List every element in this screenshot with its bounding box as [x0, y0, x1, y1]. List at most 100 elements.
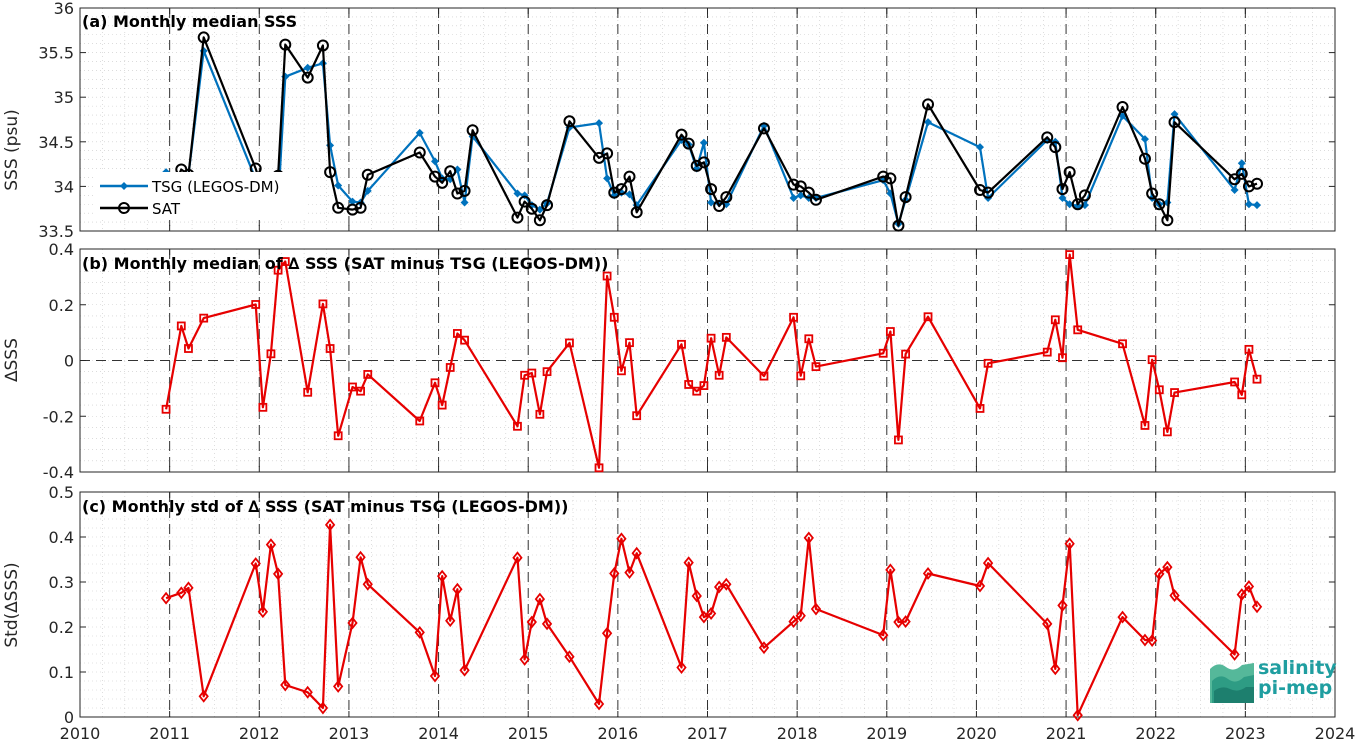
data-point-square — [437, 400, 447, 410]
panel-b: -0.4 -0.2 0 0.2 0.4 (b) Monthly median of ∆ … — [2, 240, 1336, 482]
data-point-diamond — [803, 531, 814, 545]
data-point-circle — [197, 31, 210, 44]
data-point-diamond — [683, 556, 694, 570]
data-point-circle — [1251, 177, 1264, 190]
y-tick-label: 0.4 — [49, 240, 74, 259]
data-point-square — [176, 321, 186, 331]
data-point-square — [527, 368, 537, 378]
y-tick-label: -0.4 — [43, 463, 74, 482]
y-tick-label: 0.2 — [49, 296, 74, 315]
data-point-diamond — [593, 697, 605, 711]
data-point-diamond — [1058, 193, 1067, 202]
data-point-circle — [608, 186, 621, 199]
x-tick-label: 2019 — [866, 724, 907, 743]
data-point-circle — [1138, 152, 1151, 165]
data-point-circle — [1146, 187, 1159, 200]
data-point-square — [692, 386, 702, 396]
data-point-square — [565, 338, 574, 348]
data-point-square — [266, 349, 276, 359]
data-point-square — [625, 338, 634, 348]
data-point-circle — [444, 165, 457, 178]
data-point-diamond — [796, 191, 805, 200]
data-point-circle — [794, 180, 807, 193]
legend-sat-marker — [118, 202, 130, 214]
data-point-circle — [682, 137, 695, 150]
data-point-diamond — [1236, 588, 1247, 602]
x-tick-label: 2017 — [687, 724, 728, 743]
data-point-square — [1230, 377, 1239, 387]
data-point-circle — [892, 219, 905, 232]
data-point-diamond — [429, 669, 441, 683]
data-point-circle — [809, 193, 822, 206]
data-point-diamond — [1057, 598, 1068, 612]
series-line — [165, 253, 1259, 469]
data-point-diamond — [519, 652, 530, 666]
data-point-circle — [690, 159, 703, 172]
data-point-diamond — [280, 678, 291, 692]
data-point-square — [535, 409, 545, 419]
legend-tsg-label: TSG (LEGOS-DM) — [151, 178, 279, 196]
data-point-square — [894, 435, 903, 445]
data-point-square — [333, 431, 343, 441]
panel-a-title: (a) Monthly median SSS — [82, 12, 297, 31]
y-tick-label: 0.1 — [49, 663, 74, 682]
data-point-square — [460, 335, 469, 345]
data-point-diamond — [355, 550, 366, 564]
data-point-diamond — [982, 556, 994, 570]
data-point-diamond — [974, 579, 986, 593]
legend-tsg-marker — [120, 182, 128, 190]
data-point-diamond — [1139, 633, 1151, 647]
data-point-square — [714, 370, 724, 380]
data-point-diamond — [603, 174, 612, 183]
data-point-diamond — [445, 614, 456, 628]
data-point-square — [602, 271, 612, 281]
data-point-square — [1244, 344, 1254, 354]
data-point-diamond — [795, 609, 806, 623]
data-point-diamond — [250, 557, 261, 570]
data-point-diamond — [595, 119, 604, 128]
data-point-square — [1252, 374, 1262, 384]
data-point-square — [542, 367, 552, 377]
data-point-circle — [511, 211, 524, 224]
data-point-circle — [1056, 183, 1069, 196]
data-point-square — [677, 339, 686, 349]
data-point-circle — [518, 195, 531, 208]
data-point-diamond — [924, 118, 933, 127]
data-point-square — [452, 329, 462, 338]
data-point-diamond — [601, 626, 613, 640]
data-point-diamond — [257, 605, 269, 619]
data-point-diamond — [272, 567, 284, 581]
data-point-diamond — [414, 625, 425, 639]
data-point-square — [1170, 388, 1179, 397]
data-point-circle — [563, 115, 576, 128]
data-point-circle — [413, 146, 426, 159]
data-point-diamond — [705, 607, 717, 620]
data-point-square — [280, 257, 290, 266]
data-point-square — [325, 344, 335, 353]
data-point-square — [445, 363, 455, 372]
data-point-square — [699, 381, 709, 390]
y-tick-label: 35.5 — [38, 44, 74, 63]
data-point-circle — [533, 214, 546, 227]
data-point-square — [199, 313, 209, 323]
data-point-circle — [802, 186, 815, 199]
data-point-square — [1147, 355, 1157, 365]
data-point-diamond — [324, 518, 336, 532]
data-point-diamond — [541, 617, 553, 631]
panel-c-title: (c) Monthly std of ∆ SSS (SAT minus TSG … — [82, 497, 568, 516]
y-tick-label: 0.5 — [49, 483, 74, 502]
data-point-square — [901, 349, 911, 359]
data-point-diamond — [721, 577, 732, 591]
data-point-circle — [458, 184, 471, 197]
data-point-square — [804, 334, 814, 344]
data-point-diamond — [976, 143, 985, 152]
data-point-circle — [705, 183, 718, 196]
data-point-diamond — [1065, 200, 1074, 209]
data-point-square — [1154, 385, 1164, 395]
data-point-diamond — [265, 538, 277, 552]
data-point-circle — [361, 168, 374, 181]
data-point-diamond — [564, 650, 575, 664]
x-tick-label: 2023 — [1225, 724, 1266, 743]
data-point-diamond — [789, 193, 798, 202]
logo-line1: salinity — [1258, 657, 1337, 679]
